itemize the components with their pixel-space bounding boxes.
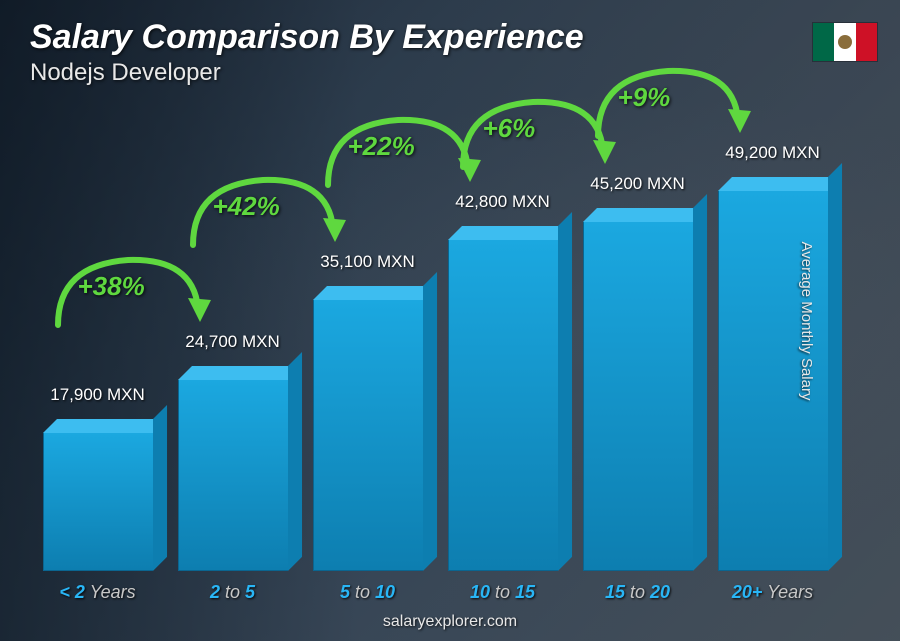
category-mid: to — [220, 582, 245, 602]
category-main2: 20 — [650, 582, 670, 602]
category-main: 2 — [210, 582, 220, 602]
bar-group: 35,100 MXN+42% — [308, 300, 428, 571]
category-main: 15 — [605, 582, 625, 602]
increase-arrow-icon — [583, 61, 753, 151]
bar-group: 24,700 MXN+38% — [173, 380, 293, 571]
bar — [178, 380, 288, 571]
bar-front — [448, 240, 558, 571]
chart-header: Salary Comparison By Experience Nodejs D… — [30, 18, 584, 87]
category-main: 20+ — [732, 582, 763, 602]
chart-title: Salary Comparison By Experience — [30, 18, 584, 57]
bar-top-face — [178, 366, 302, 380]
category-label: 15 to 20 — [578, 582, 698, 603]
category-main: 5 — [340, 582, 350, 602]
increase-arrow-icon — [43, 250, 213, 340]
bar — [583, 222, 693, 571]
category-mid: to — [350, 582, 375, 602]
category-main2: 10 — [375, 582, 395, 602]
bar-side-face — [558, 212, 572, 571]
categories-axis: < 2 Years2 to 55 to 1010 to 1515 to 2020… — [30, 582, 840, 603]
bar-group: 45,200 MXN+6% — [578, 222, 698, 571]
bar-value-label: 17,900 MXN — [28, 385, 168, 405]
bar-side-face — [153, 405, 167, 571]
flag-stripe-center — [834, 23, 855, 61]
y-axis-label: Average Monthly Salary — [798, 241, 815, 400]
category-main2: 5 — [245, 582, 255, 602]
bar-top-face — [718, 177, 842, 191]
chart-area: 17,900 MXN24,700 MXN+38%35,100 MXN+42%42… — [30, 101, 840, 571]
flag-stripe-left — [813, 23, 834, 61]
flag-stripe-right — [856, 23, 877, 61]
bar — [448, 240, 558, 571]
bar-top-face — [313, 286, 437, 300]
bar-side-face — [828, 163, 842, 571]
category-mid: to — [490, 582, 515, 602]
category-label: < 2 Years — [38, 582, 158, 603]
chart-subtitle: Nodejs Developer — [30, 59, 584, 87]
bar — [313, 300, 423, 571]
footer-attribution: salaryexplorer.com — [0, 613, 900, 631]
category-label: 20+ Years — [713, 582, 833, 603]
category-main2: 15 — [515, 582, 535, 602]
category-label: 2 to 5 — [173, 582, 293, 603]
bar-group: 17,900 MXN — [38, 433, 158, 571]
category-main: < 2 — [59, 582, 85, 602]
bar — [43, 433, 153, 571]
bar-top-face — [583, 208, 707, 222]
bar-side-face — [693, 194, 707, 571]
bar-group: 42,800 MXN+22% — [443, 240, 563, 571]
bar-front — [43, 433, 153, 571]
flag-emblem — [838, 35, 852, 49]
category-label: 5 to 10 — [308, 582, 428, 603]
category-label: 10 to 15 — [443, 582, 563, 603]
country-flag-mexico — [812, 22, 878, 62]
bar-side-face — [288, 352, 302, 571]
bar-top-face — [448, 226, 572, 240]
bar-top-face — [43, 419, 167, 433]
bars-container: 17,900 MXN24,700 MXN+38%35,100 MXN+42%42… — [30, 101, 840, 571]
bar-front — [583, 222, 693, 571]
bar-front — [178, 380, 288, 571]
bar-side-face — [423, 272, 437, 571]
category-mid: to — [625, 582, 650, 602]
category-suffix: Years — [762, 582, 813, 602]
bar-front — [313, 300, 423, 571]
category-suffix: Years — [85, 582, 136, 602]
category-main: 10 — [470, 582, 490, 602]
